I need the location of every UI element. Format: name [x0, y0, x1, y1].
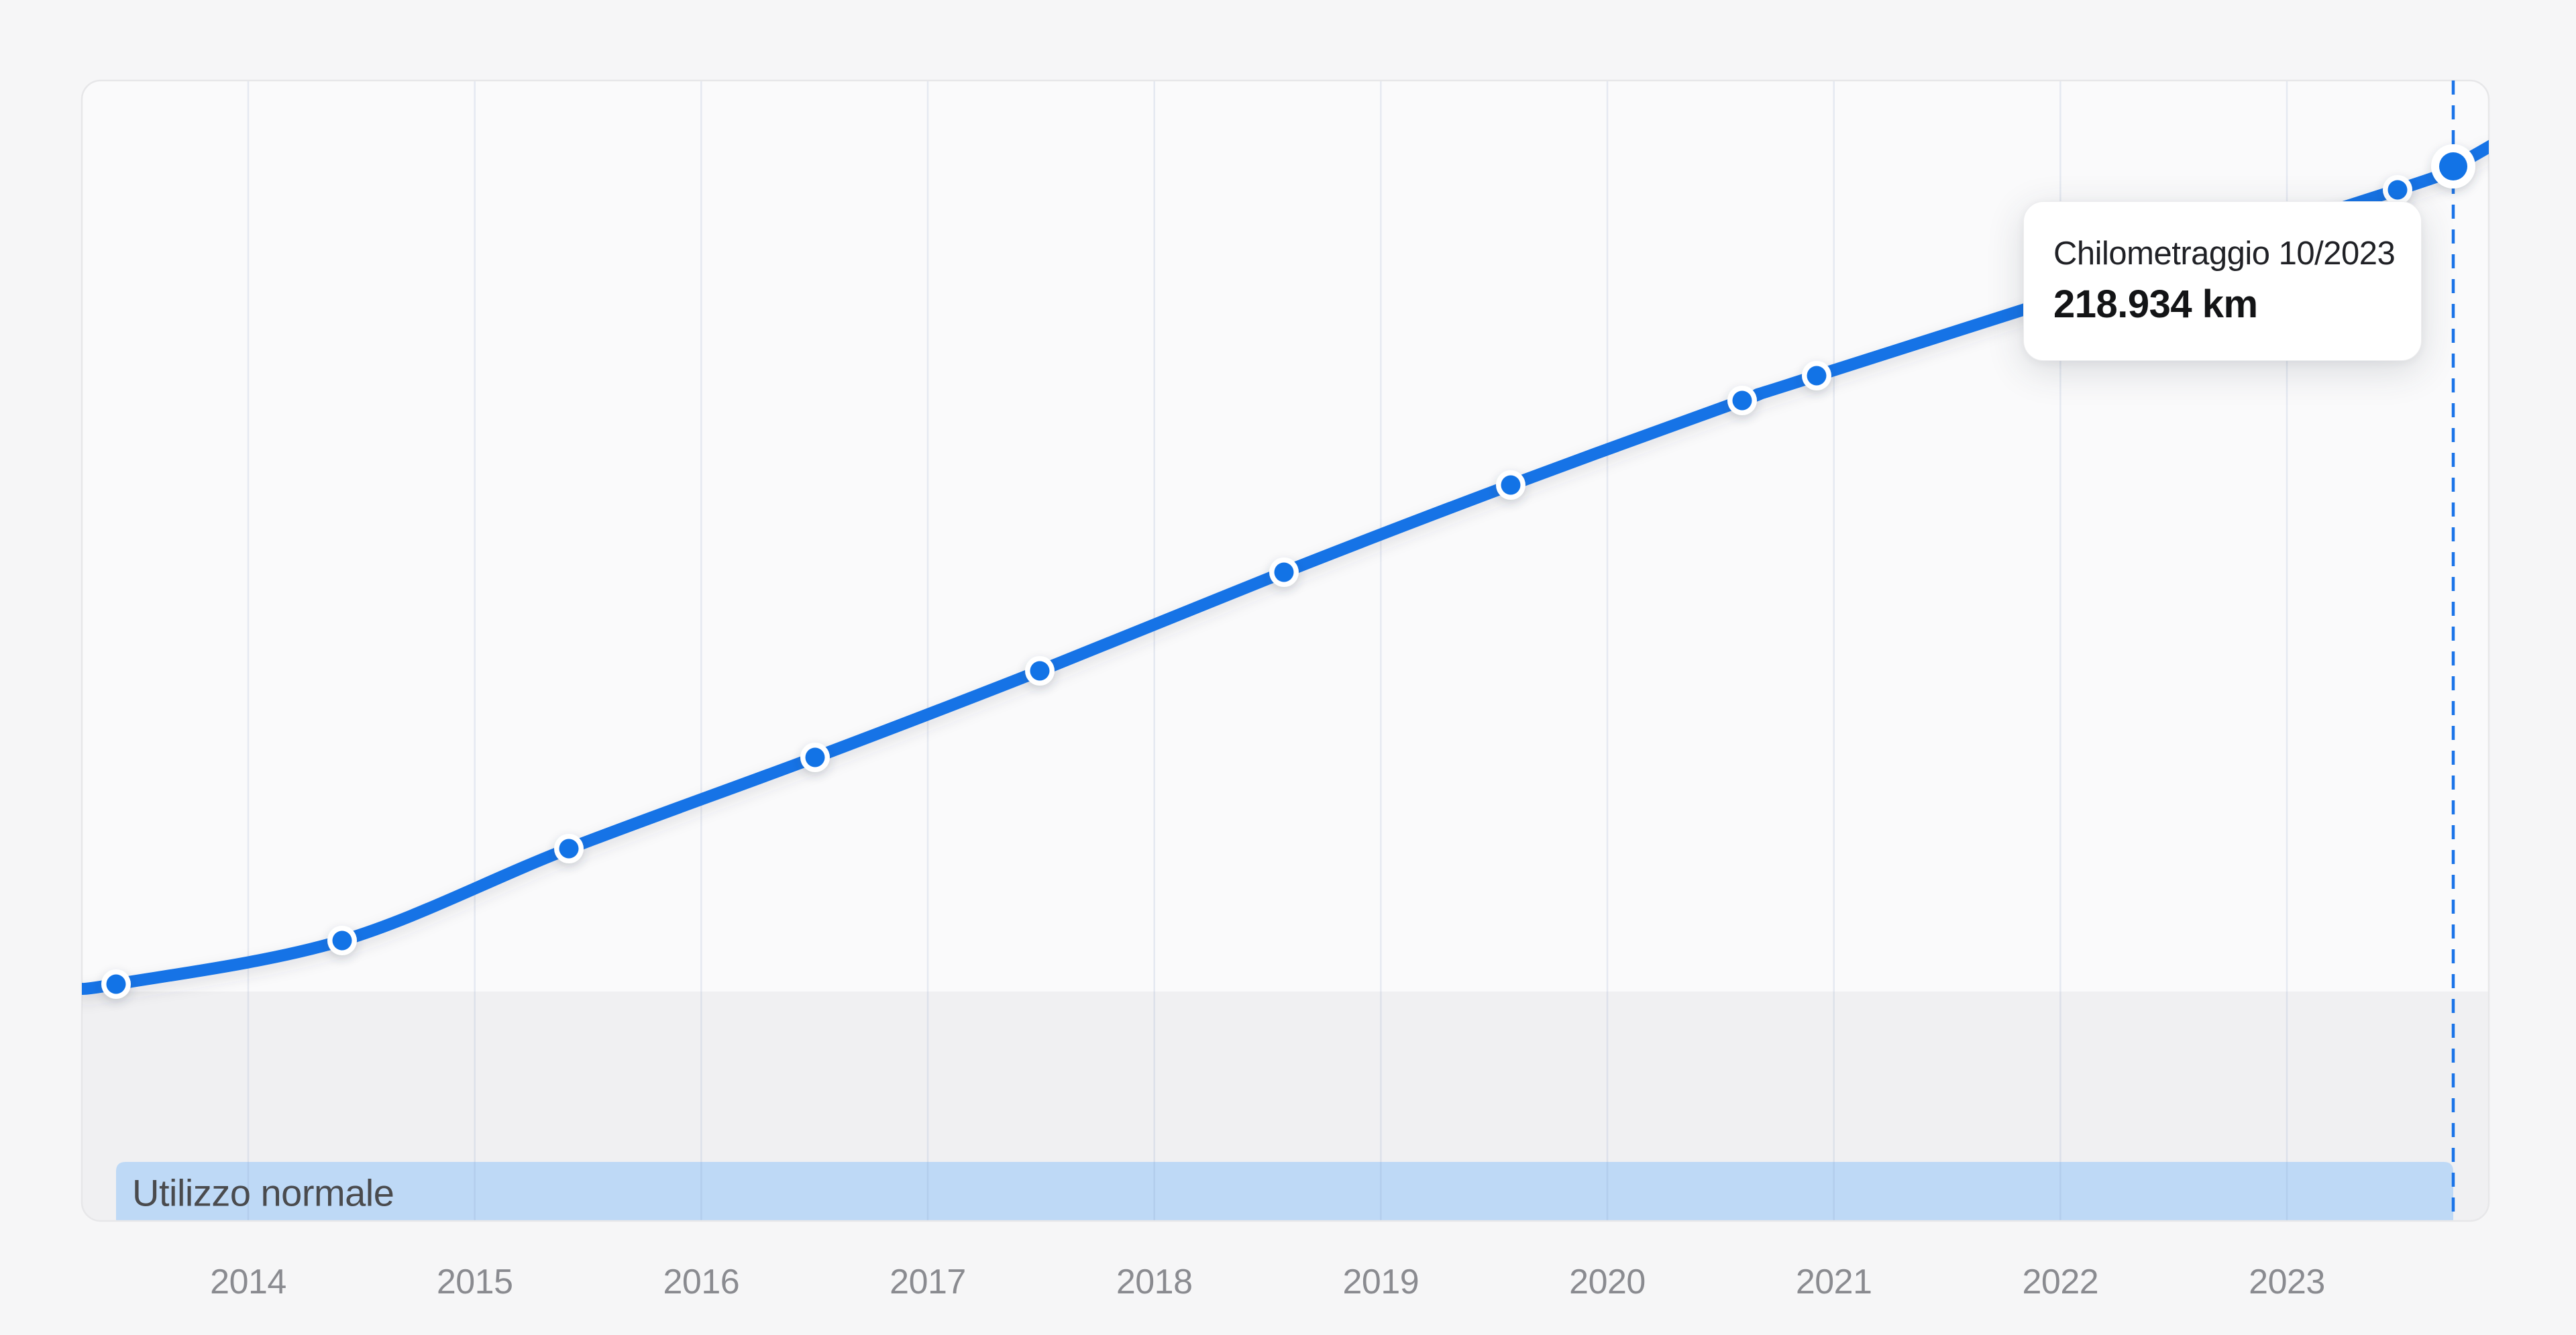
plot-border [80, 79, 2490, 1222]
marker-dot [1274, 562, 1294, 582]
tooltip-title: Chilometraggio 10/2023 [2053, 235, 2396, 272]
marker-dot [1732, 390, 1752, 411]
plot-zones [82, 992, 2489, 1221]
marker-dot [2387, 180, 2408, 200]
x-axis-tick-label-2017: 2017 [890, 1263, 966, 1301]
plot-background [82, 81, 2489, 1221]
marker-dot [805, 747, 825, 767]
data-point-marker[interactable] [1496, 470, 1525, 500]
marker-dot [106, 974, 126, 994]
data-point-marker[interactable] [1727, 386, 1757, 415]
marker-dot [1030, 661, 1050, 681]
marker-dot [1501, 475, 1521, 495]
usage-band-label: Utilizzo normale [132, 1172, 394, 1214]
data-point-marker[interactable] [800, 743, 830, 772]
marker-dot [559, 839, 579, 859]
x-axis-tick-label-2014: 2014 [210, 1263, 286, 1301]
data-point-marker[interactable] [1802, 361, 1831, 390]
data-point-marker[interactable] [101, 969, 131, 999]
marker-dot [332, 930, 352, 951]
data-point-marker[interactable] [554, 834, 584, 863]
current-data-point-marker[interactable] [2431, 144, 2475, 189]
data-point-marker[interactable] [2383, 175, 2412, 205]
data-point-markers [101, 144, 2475, 999]
x-axis-tick-label-2018: 2018 [1116, 1263, 1193, 1301]
x-axis-tick-label-2023: 2023 [2249, 1263, 2325, 1301]
x-axis-tick-label-2022: 2022 [2023, 1263, 2099, 1301]
tooltip-value: 218.934 km [2053, 282, 2258, 326]
data-point-marker[interactable] [1025, 656, 1055, 686]
tooltip: Chilometraggio 10/2023 218.934 km [2023, 201, 2422, 361]
x-axis-tick-label-2020: 2020 [1569, 1263, 1646, 1301]
marker-dot [1807, 366, 1827, 386]
normal-usage-band [116, 1162, 2453, 1221]
x-axis-tick-label-2021: 2021 [1796, 1263, 1872, 1301]
data-point-marker[interactable] [327, 926, 357, 955]
x-axis-tick-label-2015: 2015 [437, 1263, 513, 1301]
x-axis-tick-label-2019: 2019 [1343, 1263, 1419, 1301]
x-axis-tick-label-2016: 2016 [663, 1263, 739, 1301]
data-point-marker[interactable] [1269, 557, 1299, 587]
marker-dot [2439, 152, 2467, 180]
